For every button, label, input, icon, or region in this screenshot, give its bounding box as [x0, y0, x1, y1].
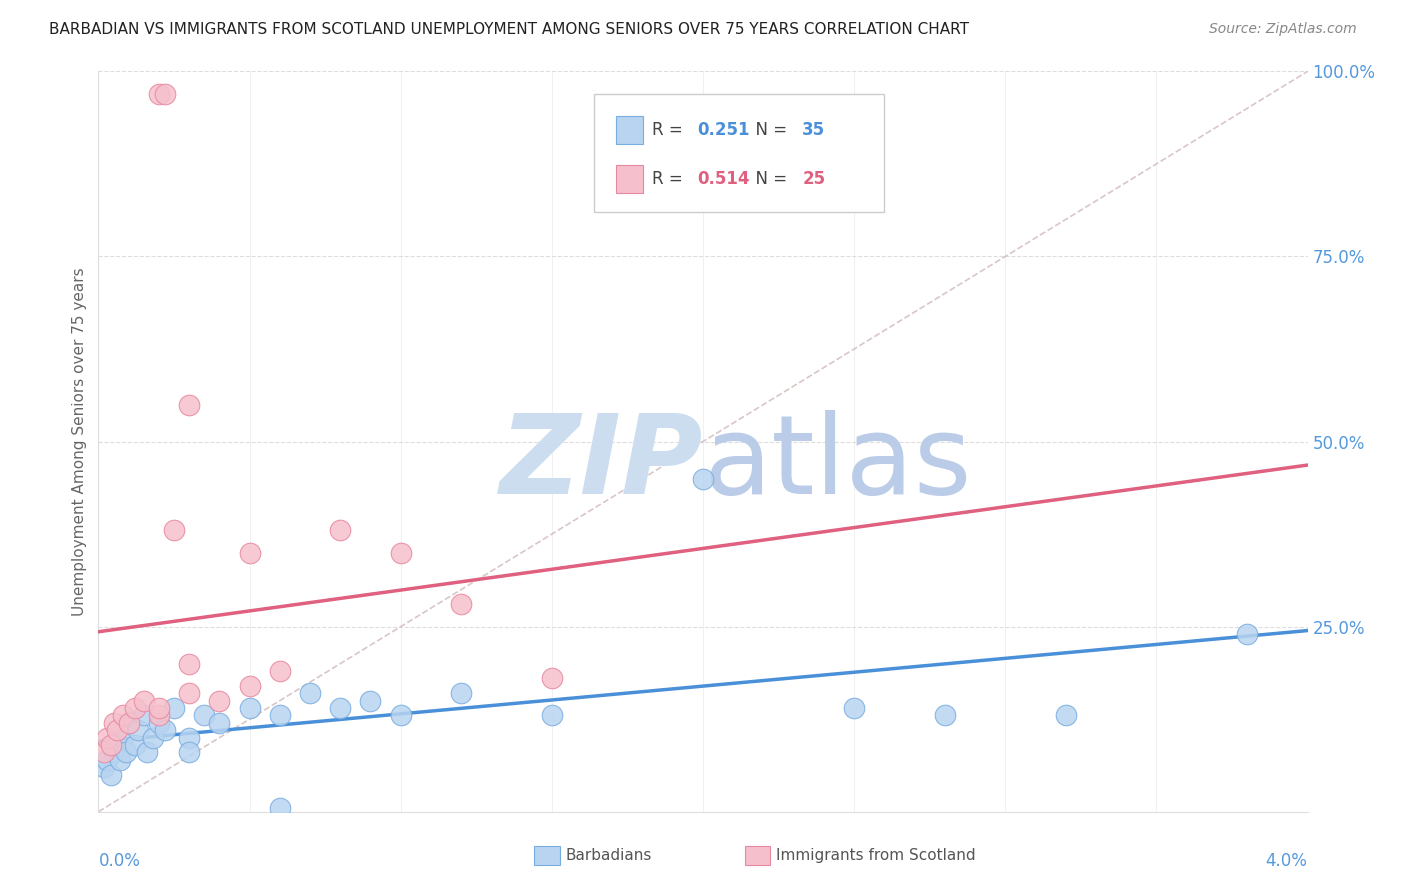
Point [118, 715, 141, 730]
Point [179, 657, 201, 671]
Point [100, 738, 122, 752]
Point [103, 715, 125, 730]
Point [239, 701, 262, 715]
Text: R =: R = [652, 121, 688, 139]
Point [142, 731, 165, 745]
Text: BARBADIAN VS IMMIGRANTS FROM SCOTLAND UNEMPLOYMENT AMONG SENIORS OVER 75 YEARS C: BARBADIAN VS IMMIGRANTS FROM SCOTLAND UN… [49, 22, 969, 37]
Point [118, 715, 141, 730]
Point [148, 715, 170, 730]
Point [389, 708, 412, 723]
Point [269, 801, 291, 815]
Point [96, 753, 118, 767]
Point [239, 679, 262, 693]
Point [148, 701, 170, 715]
Point [103, 746, 125, 760]
Point [124, 701, 146, 715]
Text: Immigrants from Scotland: Immigrants from Scotland [776, 848, 976, 863]
Point [179, 686, 201, 700]
Point [93, 746, 115, 760]
Text: 4.0%: 4.0% [1265, 853, 1308, 871]
Point [124, 738, 146, 752]
Point [1236, 627, 1258, 641]
Text: 25: 25 [803, 169, 825, 187]
Point [105, 723, 128, 738]
Point [127, 723, 149, 738]
Text: 0.0%: 0.0% [98, 853, 141, 871]
Text: Barbadians: Barbadians [565, 848, 651, 863]
Point [389, 546, 412, 560]
Point [132, 708, 155, 723]
Y-axis label: Unemployment Among Seniors over 75 years: Unemployment Among Seniors over 75 years [72, 268, 87, 615]
Point [540, 672, 562, 686]
Point [299, 686, 322, 700]
Point [105, 738, 128, 752]
Point [163, 524, 186, 538]
Point [93, 760, 115, 774]
Point [96, 731, 118, 745]
Point [179, 746, 201, 760]
Point [450, 686, 472, 700]
Point [132, 694, 155, 708]
Point [163, 701, 186, 715]
Point [934, 708, 956, 723]
Text: 0.514: 0.514 [697, 169, 749, 187]
Point [148, 87, 170, 101]
Point [329, 524, 352, 538]
Text: R =: R = [652, 169, 688, 187]
FancyBboxPatch shape [616, 165, 643, 193]
Point [179, 731, 201, 745]
Point [193, 708, 215, 723]
Point [692, 471, 714, 485]
Point [114, 746, 136, 760]
Point [148, 708, 170, 723]
Text: Source: ZipAtlas.com: Source: ZipAtlas.com [1209, 22, 1357, 37]
Text: 0.251: 0.251 [697, 121, 749, 139]
FancyBboxPatch shape [616, 116, 643, 145]
Point [844, 701, 866, 715]
Text: N =: N = [745, 121, 793, 139]
Text: N =: N = [745, 169, 793, 187]
Point [153, 723, 176, 738]
Point [450, 598, 472, 612]
Point [111, 708, 134, 723]
Point [179, 398, 201, 412]
FancyBboxPatch shape [595, 94, 884, 212]
Point [111, 731, 134, 745]
Point [269, 708, 291, 723]
Point [153, 87, 176, 101]
Text: 35: 35 [803, 121, 825, 139]
Text: ZIP: ZIP [499, 410, 703, 517]
Point [239, 546, 262, 560]
Point [108, 753, 131, 767]
Text: atlas: atlas [703, 410, 972, 517]
Point [540, 708, 562, 723]
Point [269, 664, 291, 678]
Point [1054, 708, 1077, 723]
Point [208, 694, 231, 708]
Point [208, 715, 231, 730]
Point [329, 701, 352, 715]
Point [360, 694, 382, 708]
Point [135, 746, 157, 760]
Point [100, 767, 122, 781]
